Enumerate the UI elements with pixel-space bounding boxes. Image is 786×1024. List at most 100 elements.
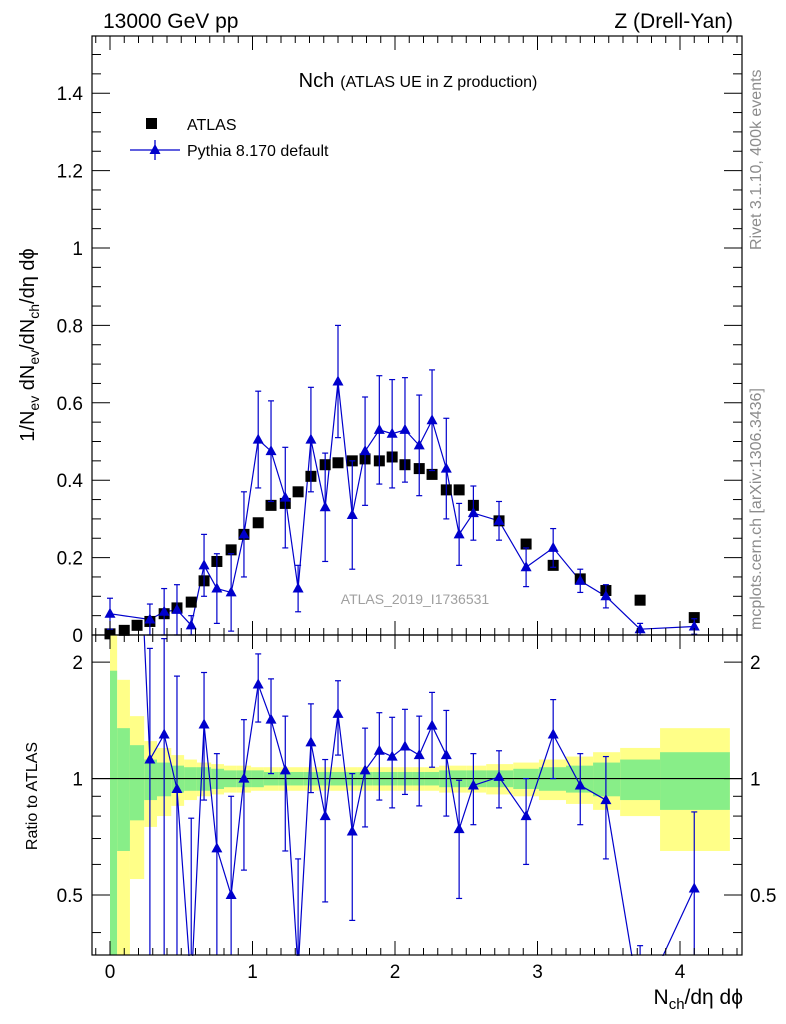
atlas-point-17 (332, 457, 344, 469)
ratio-point-13 (279, 764, 291, 775)
ratio-point-29 (520, 810, 532, 821)
x-tick-label-3: 3 (532, 962, 543, 983)
ratio-point-17 (332, 707, 344, 718)
ratio-point-18 (346, 825, 358, 836)
y-tick-label-1: 0.2 (57, 549, 83, 570)
pythia-point-20 (373, 423, 385, 434)
ratio-point-25 (440, 749, 452, 760)
pythia-point-14 (292, 582, 304, 593)
pythia-point-11 (252, 433, 264, 444)
pythia-point-29 (520, 561, 532, 572)
pythia-point-6 (185, 619, 197, 630)
green-band-34 (660, 752, 730, 810)
green-band-0 (110, 670, 118, 955)
pythia-point-7 (198, 559, 210, 570)
ratio-plot-panel: 0 1 2 3 4 0.5 0.5 1 1 2 2 Ratio to ATLAS (0, 634, 786, 1024)
pythia-point-23 (413, 439, 425, 450)
ratio-point-16 (319, 810, 331, 821)
header-right: Z (Drell-Yan) (614, 10, 733, 33)
ratio-plot-axes: 0 1 2 3 4 0.5 0.5 1 1 2 2 (57, 634, 776, 983)
y-tick-label-2: 0.4 (57, 471, 84, 492)
pythia-point-3 (144, 613, 156, 624)
ratio-point-5 (171, 782, 183, 793)
atlas-point-29 (520, 538, 532, 550)
ratio-point-30 (547, 728, 559, 739)
pythia-point-19 (359, 445, 371, 456)
pythia-point-17 (332, 375, 344, 386)
legend-atlas-marker (146, 118, 157, 129)
pythia-point-21 (386, 427, 398, 438)
main-plot-axes: 0 0.2 0.4 0.6 0.8 1 1.2 1.4 (57, 35, 743, 647)
x-tick-label-2: 2 (390, 962, 401, 983)
atlas-point-11 (252, 517, 264, 529)
atlas-point-33 (634, 594, 646, 606)
legend-atlas-label: ATLAS (187, 117, 237, 134)
y-tick-label-4: 0.8 (57, 316, 83, 337)
ratio-point-10 (238, 772, 250, 783)
pythia-point-13 (279, 491, 291, 502)
ratio-point-11 (252, 678, 264, 689)
green-band-2 (129, 745, 145, 821)
legend-pythia-marker (149, 144, 161, 154)
pythia-point-16 (319, 501, 331, 512)
y-tick-label-0: 0 (72, 626, 83, 647)
plot-title-sub: (ATLAS UE in Z production) (340, 74, 537, 91)
ratio-point-4 (158, 728, 170, 739)
pythia-point-10 (238, 528, 250, 539)
plot-title: Nch (ATLAS UE in Z production) (299, 70, 538, 92)
green-band-32 (593, 762, 621, 797)
ratio-point-31 (574, 779, 586, 790)
atlas-point-26 (453, 484, 465, 496)
ratio-point-21 (386, 750, 398, 761)
pythia-point-28 (493, 514, 505, 525)
pythia-point-30 (547, 541, 559, 552)
main-plot-panel: 0 0.2 0.4 0.6 0.8 1 1.2 1.4 Nch (ATLAS UE in Z p… (17, 35, 743, 647)
atlas-point-12 (265, 499, 277, 511)
ratio-uncertainty-bands (92, 635, 742, 955)
mcplots-label: mcplots.cern.ch [arXiv:1306.3436] (748, 388, 765, 630)
ratio-point-20 (373, 744, 385, 755)
ratio-point-26 (453, 823, 465, 834)
ratio-tick-label-right-0: 0.5 (750, 886, 776, 907)
main-plot-data (104, 324, 700, 640)
pythia-point-22 (399, 423, 411, 434)
plot-title-main: Nch (299, 70, 335, 92)
x-axis-label: Nch/dη dϕ (654, 986, 743, 1013)
ratio-axis-label: Ratio to ATLAS (24, 742, 41, 850)
ratio-point-7 (198, 718, 210, 729)
pythia-point-15 (305, 433, 317, 444)
pythia-point-8 (211, 582, 223, 593)
ratio-point-22 (399, 740, 411, 751)
pythia-point-24 (426, 414, 438, 425)
ratio-point-24 (426, 719, 438, 730)
ratio-point-28 (493, 770, 505, 781)
pythia-point-0 (104, 607, 116, 618)
ratio-plot-frame (91, 634, 743, 956)
legend-pythia-label: Pythia 8.170 default (187, 143, 329, 160)
pythia-point-18 (346, 509, 358, 520)
ratio-point-19 (359, 764, 371, 775)
ratio-point-9 (225, 889, 237, 900)
atlas-point-34 (688, 612, 700, 624)
pythia-point-27 (467, 507, 479, 518)
ratio-overflow-mask (0, 956, 786, 1024)
ratio-point-34 (688, 882, 700, 893)
y-tick-label-6: 1.2 (57, 162, 83, 183)
pythia-point-25 (440, 462, 452, 473)
atlas-point-14 (292, 486, 304, 498)
atlas-point-24 (426, 468, 438, 480)
y-tick-label-7: 1.4 (57, 84, 84, 105)
pythia-point-34 (688, 620, 700, 631)
y-tick-label-5: 1 (72, 239, 83, 260)
pythia-point-5 (171, 603, 183, 614)
x-tick-label-1: 1 (247, 962, 258, 983)
analysis-watermark: ATLAS_2019_I1736531 (341, 591, 490, 607)
ratio-point-27 (467, 779, 479, 790)
x-tick-label-4: 4 (675, 962, 686, 983)
y-axis-label: 1/Nev dNev/dNch/dη dϕ (17, 248, 42, 441)
pythia-point-4 (158, 605, 170, 616)
pythia-point-26 (453, 528, 465, 539)
ratio-point-23 (413, 749, 425, 760)
green-band-1 (117, 728, 130, 851)
ratio-point-3 (144, 753, 156, 764)
